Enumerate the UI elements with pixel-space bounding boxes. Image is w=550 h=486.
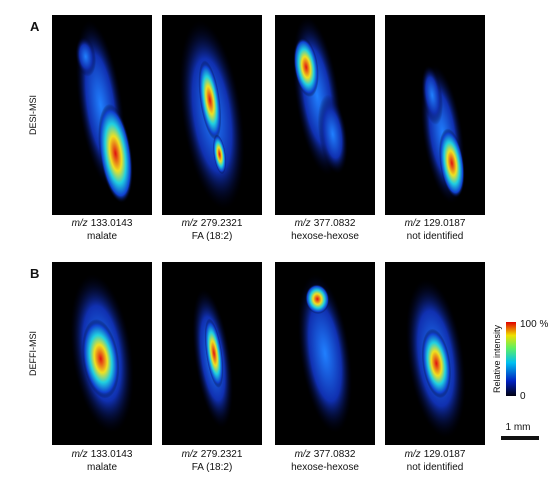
mz-caption: m/z 133.0143 — [72, 218, 133, 229]
mz-caption: m/z 133.0143 — [72, 449, 133, 460]
scale-bar — [501, 436, 539, 440]
msi-image — [52, 15, 152, 215]
colorbar-min: 0 — [520, 391, 526, 402]
mz-unit: m/z — [295, 449, 311, 460]
intensity-region — [212, 134, 227, 175]
mz-unit: m/z — [405, 218, 421, 229]
mz-caption: m/z 129.0187 — [405, 218, 466, 229]
panel-label: B — [30, 266, 39, 281]
msi-image — [275, 262, 375, 445]
panel-label: A — [30, 19, 40, 34]
mz-value: 279.2321 — [201, 449, 243, 460]
msi-image — [162, 15, 262, 215]
compound-name: not identified — [407, 231, 464, 242]
msi-image — [385, 262, 485, 445]
intensity-region — [305, 284, 330, 314]
intensity-region — [98, 103, 133, 204]
intensity-region — [204, 318, 224, 388]
intensity-region — [421, 65, 443, 125]
mz-caption: m/z 377.0832 — [295, 218, 356, 229]
mz-value: 377.0832 — [314, 218, 356, 229]
mz-unit: m/z — [295, 218, 311, 229]
compound-name: hexose-hexose — [291, 231, 359, 242]
msi-image — [52, 262, 152, 445]
mz-value: 133.0143 — [91, 218, 133, 229]
mz-caption: m/z 377.0832 — [295, 449, 356, 460]
msi-image — [385, 15, 485, 215]
method-label: DESI-MSI — [28, 95, 38, 135]
colorbar — [506, 322, 516, 396]
mz-unit: m/z — [72, 218, 88, 229]
mz-caption: m/z 279.2321 — [182, 449, 243, 460]
intensity-region — [421, 328, 452, 399]
mz-unit: m/z — [182, 449, 198, 460]
msi-image — [275, 15, 375, 215]
scale-bar-label: 1 mm — [506, 422, 531, 433]
mz-unit: m/z — [405, 449, 421, 460]
mz-caption: m/z 129.0187 — [405, 449, 466, 460]
method-label: DEFFI-MSI — [28, 331, 38, 376]
intensity-region — [297, 274, 353, 433]
mz-unit: m/z — [182, 218, 198, 229]
compound-name: malate — [87, 231, 117, 242]
intensity-region — [439, 128, 465, 198]
colorbar-title: Relative intensity — [492, 324, 502, 393]
mz-value: 133.0143 — [91, 449, 133, 460]
compound-name: malate — [87, 462, 117, 473]
mz-value: 129.0187 — [424, 218, 466, 229]
mz-caption: m/z 279.2321 — [182, 218, 243, 229]
mz-value: 129.0187 — [424, 449, 466, 460]
mz-value: 377.0832 — [314, 449, 356, 460]
intensity-region — [293, 37, 319, 97]
msi-image — [162, 262, 262, 445]
intensity-region — [75, 36, 97, 77]
compound-name: FA (18:2) — [192, 462, 233, 473]
intensity-region — [82, 319, 120, 399]
mz-value: 279.2321 — [201, 218, 243, 229]
compound-name: FA (18:2) — [192, 231, 233, 242]
compound-name: not identified — [407, 462, 464, 473]
intensity-region — [198, 60, 222, 140]
compound-name: hexose-hexose — [291, 462, 359, 473]
intensity-region — [317, 94, 348, 174]
colorbar-max: 100 % — [520, 319, 548, 330]
mz-unit: m/z — [72, 449, 88, 460]
